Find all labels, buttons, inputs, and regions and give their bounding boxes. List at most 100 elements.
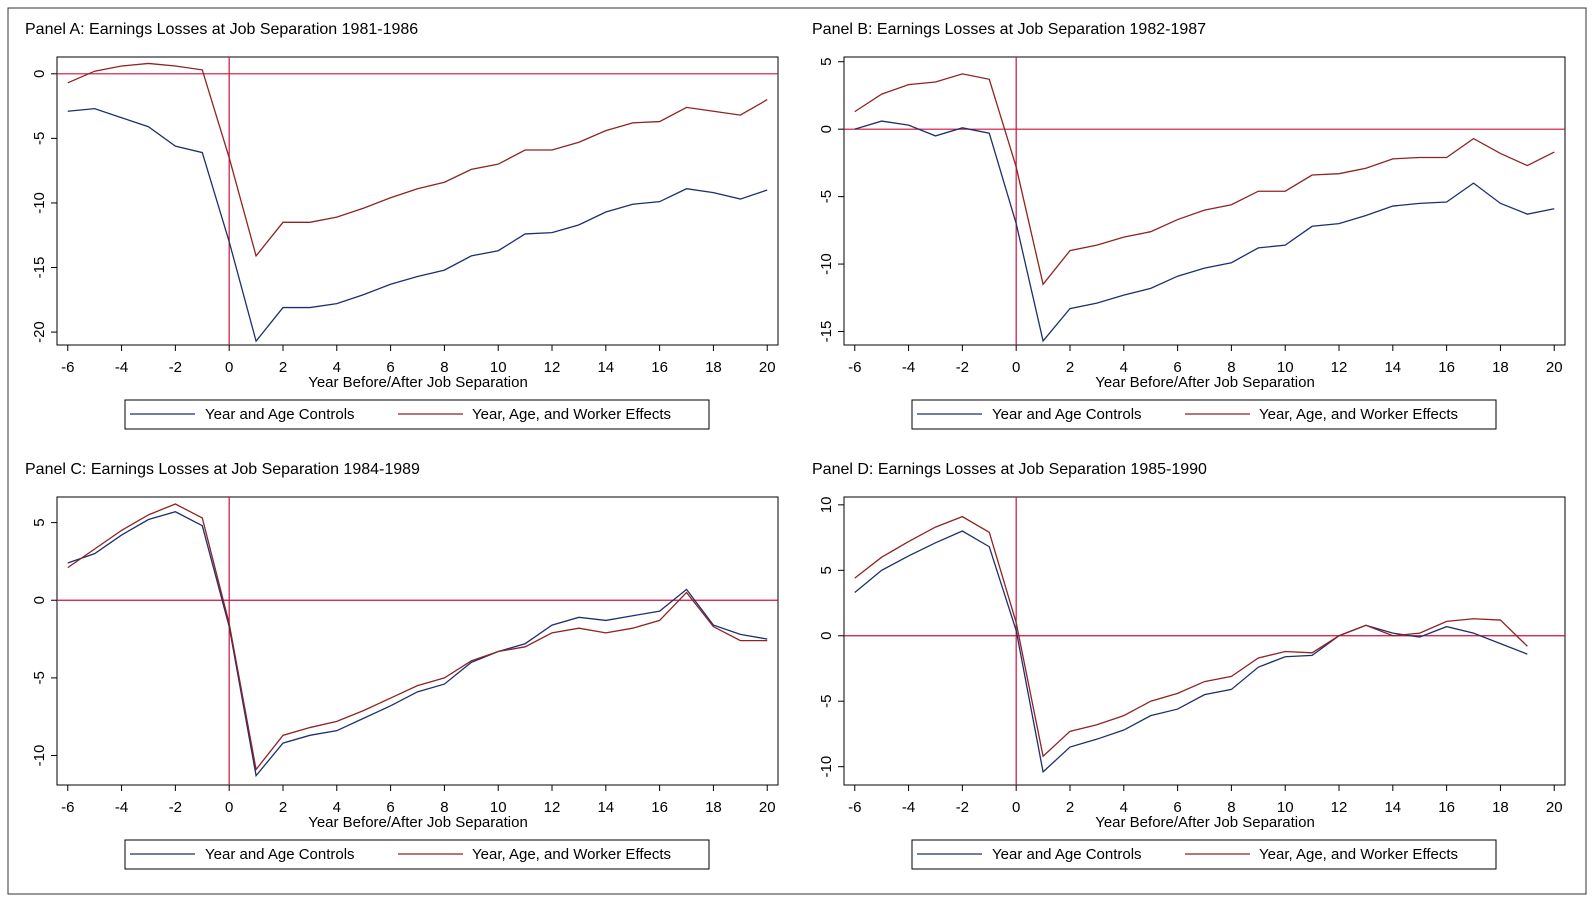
y-tick-label: -20 — [31, 321, 48, 343]
panel-title: Panel A: Earnings Losses at Job Separati… — [25, 21, 418, 38]
y-tick-label: -5 — [31, 671, 48, 684]
x-tick-label: 20 — [1546, 359, 1563, 376]
x-tick-label: 10 — [490, 799, 507, 816]
series-line — [67, 503, 768, 772]
series-line — [67, 62, 768, 258]
plot-frame — [56, 496, 779, 786]
x-tick-label: 12 — [544, 359, 561, 376]
x-tick-label: 14 — [1384, 799, 1401, 816]
legend-label: Year, Age, and Worker Effects — [1259, 846, 1458, 863]
panel-title: Panel C: Earnings Losses at Job Separati… — [25, 461, 420, 478]
x-tick-label: 18 — [1492, 799, 1509, 816]
y-tick-label: 5 — [818, 566, 835, 574]
legend-label: Year and Age Controls — [205, 846, 355, 863]
plot-frame — [843, 496, 1566, 786]
y-tick-label: -5 — [818, 190, 835, 203]
x-tick-label: 12 — [544, 799, 561, 816]
x-tick-label: 6 — [1173, 799, 1181, 816]
x-tick-label: 4 — [333, 359, 341, 376]
legend-label: Year and Age Controls — [992, 846, 1142, 863]
x-axis-label: Year Before/After Job Separation — [1095, 374, 1315, 391]
x-axis-label: Year Before/After Job Separation — [308, 814, 528, 831]
x-tick-label: 18 — [1492, 359, 1509, 376]
legend-label: Year and Age Controls — [205, 406, 355, 423]
x-tick-label: 12 — [1331, 359, 1348, 376]
y-tick-label: -15 — [818, 321, 835, 343]
legend-label: Year, Age, and Worker Effects — [472, 846, 671, 863]
y-tick-label: -5 — [31, 132, 48, 145]
x-axis-label: Year Before/After Job Separation — [308, 374, 528, 391]
x-tick-label: 16 — [1438, 799, 1455, 816]
x-tick-label: 4 — [1120, 799, 1128, 816]
x-tick-label: 2 — [1066, 359, 1074, 376]
y-tick-label: 5 — [31, 518, 48, 526]
series-line — [854, 120, 1555, 343]
y-tick-label: -10 — [818, 756, 835, 778]
x-tick-label: 12 — [1331, 799, 1348, 816]
y-tick-label: 0 — [31, 70, 48, 78]
x-tick-label: -6 — [61, 359, 74, 376]
y-tick-label: -10 — [31, 192, 48, 214]
y-tick-label: -15 — [31, 257, 48, 279]
x-tick-label: 14 — [1384, 359, 1401, 376]
x-tick-label: -4 — [115, 359, 128, 376]
x-tick-label: 16 — [651, 359, 668, 376]
series-line — [854, 530, 1528, 774]
series-line — [854, 73, 1555, 286]
x-tick-label: -4 — [902, 359, 915, 376]
x-tick-label: 20 — [1546, 799, 1563, 816]
x-tick-label: 8 — [1227, 359, 1235, 376]
series-line — [67, 511, 768, 778]
x-tick-label: 16 — [1438, 359, 1455, 376]
x-tick-label: 6 — [386, 359, 394, 376]
x-tick-label: -6 — [848, 799, 861, 816]
x-tick-label: 2 — [279, 799, 287, 816]
figure-frame — [7, 7, 1587, 895]
x-tick-label: 8 — [440, 799, 448, 816]
x-tick-label: 6 — [386, 799, 394, 816]
x-tick-label: -4 — [902, 799, 915, 816]
x-tick-label: 18 — [705, 359, 722, 376]
x-tick-label: 10 — [1277, 799, 1294, 816]
x-tick-label: 2 — [1066, 799, 1074, 816]
x-tick-label: 14 — [597, 799, 614, 816]
y-tick-label: 5 — [818, 58, 835, 66]
panel-title: Panel D: Earnings Losses at Job Separati… — [812, 461, 1207, 478]
x-tick-label: 6 — [1173, 359, 1181, 376]
x-axis-label: Year Before/After Job Separation — [1095, 814, 1315, 831]
x-tick-label: -2 — [169, 359, 182, 376]
x-tick-label: -6 — [61, 799, 74, 816]
x-tick-label: 16 — [651, 799, 668, 816]
x-tick-label: 14 — [597, 359, 614, 376]
legend-box — [124, 399, 710, 430]
x-tick-label: 18 — [705, 799, 722, 816]
plot-frame — [56, 56, 779, 346]
x-tick-label: 10 — [1277, 359, 1294, 376]
x-tick-label: 4 — [1120, 359, 1128, 376]
x-tick-label: -6 — [848, 359, 861, 376]
x-tick-label: -2 — [956, 359, 969, 376]
x-tick-label: 10 — [490, 359, 507, 376]
legend-box — [911, 839, 1497, 870]
x-tick-label: 2 — [279, 359, 287, 376]
plot-frame — [843, 56, 1566, 346]
x-tick-label: 20 — [759, 799, 776, 816]
panel-title: Panel B: Earnings Losses at Job Separati… — [812, 21, 1206, 38]
y-tick-label: -10 — [31, 745, 48, 767]
x-tick-label: -2 — [169, 799, 182, 816]
legend-box — [124, 839, 710, 870]
legend-label: Year, Age, and Worker Effects — [1259, 406, 1458, 423]
x-tick-label: 0 — [1012, 799, 1020, 816]
x-tick-label: 8 — [440, 359, 448, 376]
x-tick-label: -2 — [956, 799, 969, 816]
y-tick-label: -10 — [818, 253, 835, 275]
legend-label: Year and Age Controls — [992, 406, 1142, 423]
series-line — [854, 515, 1528, 758]
y-tick-label: 0 — [818, 632, 835, 640]
series-line — [67, 107, 768, 343]
legend-label: Year, Age, and Worker Effects — [472, 406, 671, 423]
x-tick-label: -4 — [115, 799, 128, 816]
x-tick-label: 0 — [225, 799, 233, 816]
x-tick-label: 8 — [1227, 799, 1235, 816]
